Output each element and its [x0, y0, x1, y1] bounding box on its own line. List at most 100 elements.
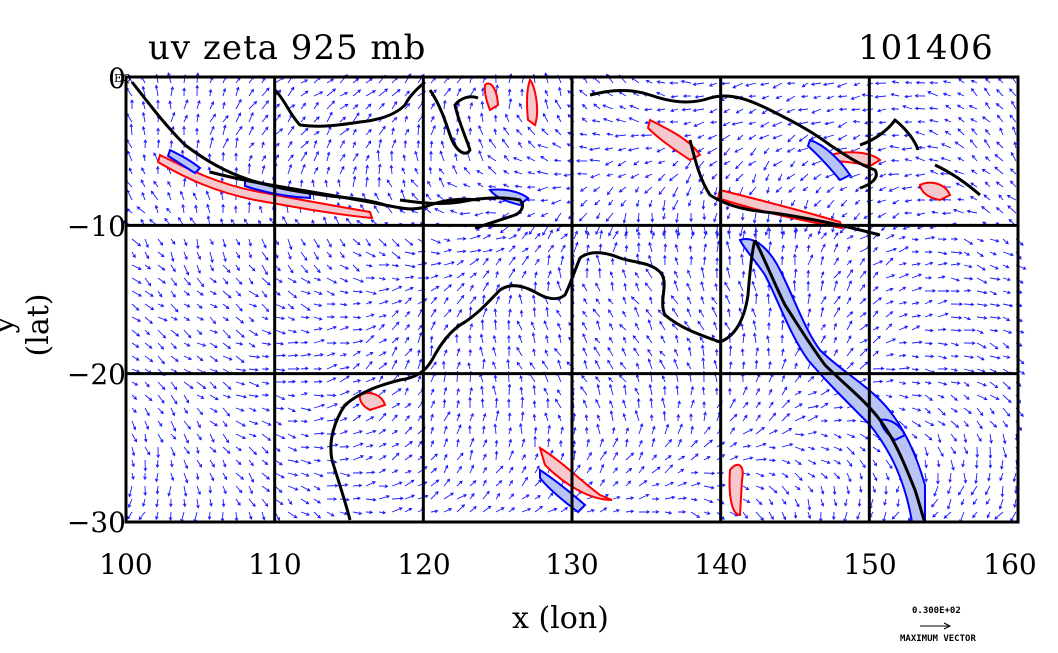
wind-vector: [377, 176, 381, 188]
wind-vector: [635, 199, 640, 208]
wind-vector: [157, 420, 163, 427]
wind-vector: [155, 511, 159, 521]
wind-vector: [632, 335, 640, 344]
wind-vector: [807, 307, 812, 318]
wind-vector: [209, 329, 219, 334]
wind-vector: [989, 316, 1002, 320]
coastlines: [130, 80, 981, 523]
wind-vector: [157, 381, 166, 391]
wind-vector: [915, 156, 926, 162]
wind-vector: [970, 182, 978, 188]
wind-vector: [533, 281, 538, 292]
wind-vector: [662, 229, 667, 240]
wind-vector: [585, 267, 589, 279]
wind-vector: [859, 283, 866, 292]
wind-vector: [937, 433, 942, 444]
wind-vector: [205, 190, 211, 201]
wind-vector: [479, 373, 484, 383]
wind-vector: [904, 199, 913, 203]
wind-vector: [196, 139, 200, 149]
wind-vector: [544, 89, 549, 97]
wind-vector: [287, 472, 299, 477]
wind-vector: [326, 302, 336, 306]
wind-vector: [781, 459, 791, 464]
wind-vector: [622, 399, 627, 409]
wind-vector: [1002, 290, 1012, 295]
wind-vector: [742, 428, 754, 435]
wind-vector: [144, 342, 153, 349]
wind-vector: [702, 256, 707, 266]
wind-vector: [477, 182, 484, 188]
wind-vector: [885, 323, 893, 331]
wind-vector: [651, 510, 660, 514]
wind-vector: [898, 286, 907, 292]
wind-vector: [725, 294, 731, 305]
wind-vector: [339, 91, 349, 97]
wind-vector: [768, 498, 774, 506]
wind-vector: [339, 103, 349, 110]
wind-vector: [144, 303, 155, 311]
vorticity-negative-contours: [166, 138, 926, 523]
wind-vector: [858, 485, 863, 494]
wind-vector: [248, 407, 257, 412]
wind-vector: [534, 479, 542, 487]
y-tick-label: −10: [66, 210, 126, 243]
wind-vector: [313, 379, 323, 384]
wind-vector: [155, 485, 160, 495]
wind-vector: [674, 228, 679, 240]
wind-vector: [503, 154, 510, 162]
wind-vector: [952, 208, 965, 214]
wind-vector: [1012, 472, 1017, 483]
wind-vector: [651, 482, 660, 487]
wind-vector: [131, 368, 141, 373]
wind-vector: [807, 375, 815, 383]
wind-vector: [966, 209, 978, 214]
wind-vector: [833, 418, 843, 423]
wind-vector: [209, 316, 217, 325]
wind-vector: [326, 264, 333, 270]
wind-vector: [608, 309, 614, 318]
wind-vector: [839, 186, 848, 191]
wind-vector: [154, 84, 159, 97]
wind-vector: [898, 301, 908, 305]
wind-vector: [540, 198, 549, 203]
wind-vector: [627, 147, 640, 152]
wind-vector: [1002, 394, 1012, 404]
wind-vector: [806, 269, 811, 279]
wind-vector: [495, 480, 503, 487]
wind-vector: [606, 132, 614, 137]
wind-vector: [261, 87, 270, 97]
wind-vector: [209, 251, 214, 264]
wind-vector: [807, 254, 814, 266]
wind-vector: [456, 236, 467, 241]
wind-vector: [740, 292, 744, 305]
wind-vector: [985, 485, 991, 496]
wind-vector: [635, 362, 640, 370]
wind-vector: [861, 93, 874, 97]
wind-vector: [820, 389, 830, 396]
wind-vector: [248, 498, 256, 508]
wind-vector: [924, 420, 935, 426]
wind-vector: [430, 426, 435, 435]
wind-vector: [731, 121, 744, 126]
wind-vector: [235, 342, 244, 346]
wind-vector: [378, 323, 385, 331]
wind-vector: [261, 238, 267, 249]
wind-vector: [663, 243, 668, 253]
wind-vector: [874, 95, 887, 99]
wind-vector: [989, 264, 999, 270]
wind-vector: [670, 108, 679, 113]
wind-vector: [540, 212, 549, 217]
wind-vector: [430, 440, 435, 448]
wind-vector: [976, 329, 984, 334]
wind-vector: [131, 407, 137, 414]
wind-vector: [326, 497, 338, 501]
wind-vector: [739, 225, 744, 238]
wind-vector: [615, 118, 627, 123]
wind-vector: [518, 293, 523, 305]
wind-vector: [885, 311, 894, 318]
wind-vector: [671, 323, 679, 331]
wind-vector: [556, 280, 562, 292]
wind-vector: [1011, 100, 1017, 110]
wind-vector: [722, 121, 731, 127]
